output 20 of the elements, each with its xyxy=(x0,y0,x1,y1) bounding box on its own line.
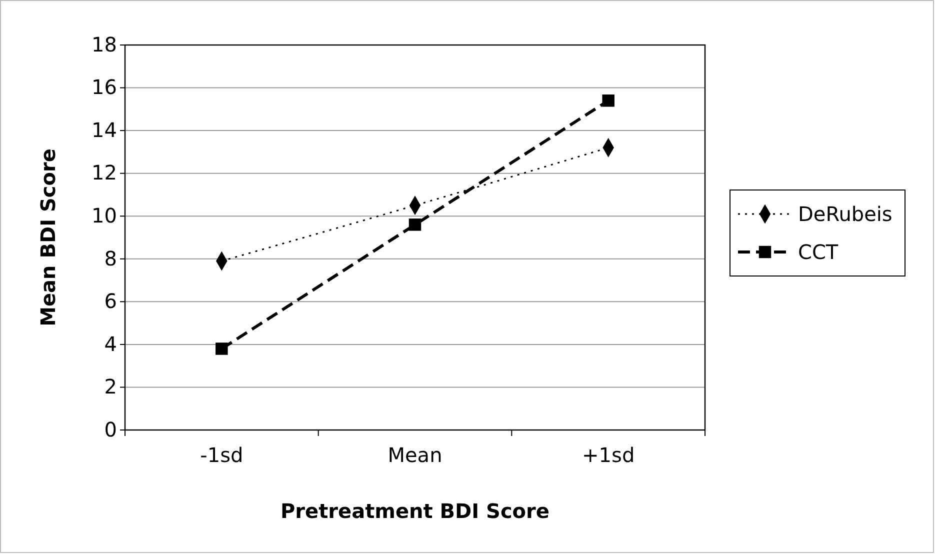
y-tick-label: 6 xyxy=(104,289,117,314)
y-tick-label: 4 xyxy=(104,332,117,356)
y-tick-label: 12 xyxy=(92,160,117,185)
y-tick-label: 14 xyxy=(92,118,117,142)
y-tick-label: 18 xyxy=(92,32,117,56)
y-tick-label: 0 xyxy=(104,417,117,442)
y-tick-label: 8 xyxy=(104,246,117,270)
x-tick-label: -1sd xyxy=(200,443,244,468)
legend-label: DeRubeis xyxy=(798,202,892,226)
y-axis-title: Mean BDI Score xyxy=(36,148,60,326)
point xyxy=(408,218,422,231)
point xyxy=(602,94,614,107)
y-tick-label: 10 xyxy=(92,204,117,228)
legend-label: CCT xyxy=(798,240,839,264)
y-tick-label: 16 xyxy=(92,75,117,100)
x-tick-label: +1sd xyxy=(582,443,635,468)
x-tick-label: Mean xyxy=(388,443,442,468)
y-tick-label: 2 xyxy=(104,374,117,399)
point xyxy=(216,342,228,355)
x-axis-title: Pretreatment BDI Score xyxy=(280,499,550,523)
